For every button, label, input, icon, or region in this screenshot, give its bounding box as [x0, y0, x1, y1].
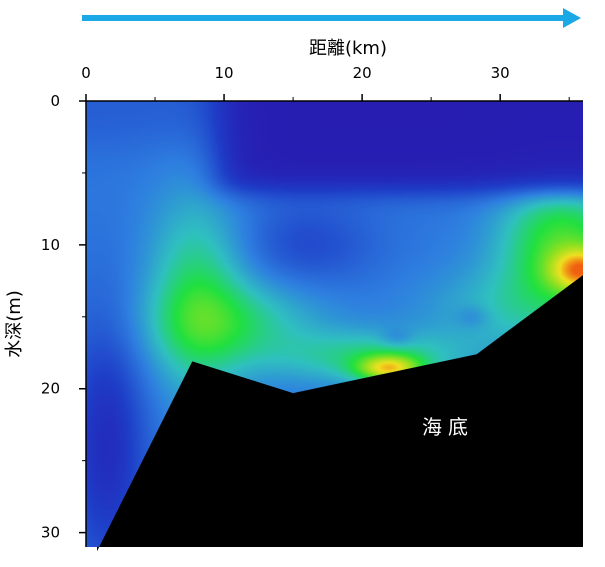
seabed-label: 海底 [422, 415, 474, 439]
direction-arrow [82, 8, 581, 28]
y-ticks: 0 10 20 30 [41, 92, 86, 542]
x-ticks: 0 10 20 30 [81, 64, 570, 101]
x-axis-title: 距離(km) [309, 38, 387, 59]
x-tick-label: 20 [353, 64, 372, 82]
y-tick-label: 30 [41, 524, 60, 542]
y-tick-label: 10 [41, 236, 60, 254]
y-tick-label: 20 [41, 380, 60, 398]
x-tick-label: 30 [491, 64, 510, 82]
y-tick-label: 0 [50, 92, 60, 110]
y-axis-title: 水深(m) [4, 290, 25, 358]
x-tick-label: 10 [215, 64, 234, 82]
seabed-polygon [97, 275, 583, 552]
x-tick-label: 0 [81, 64, 91, 82]
